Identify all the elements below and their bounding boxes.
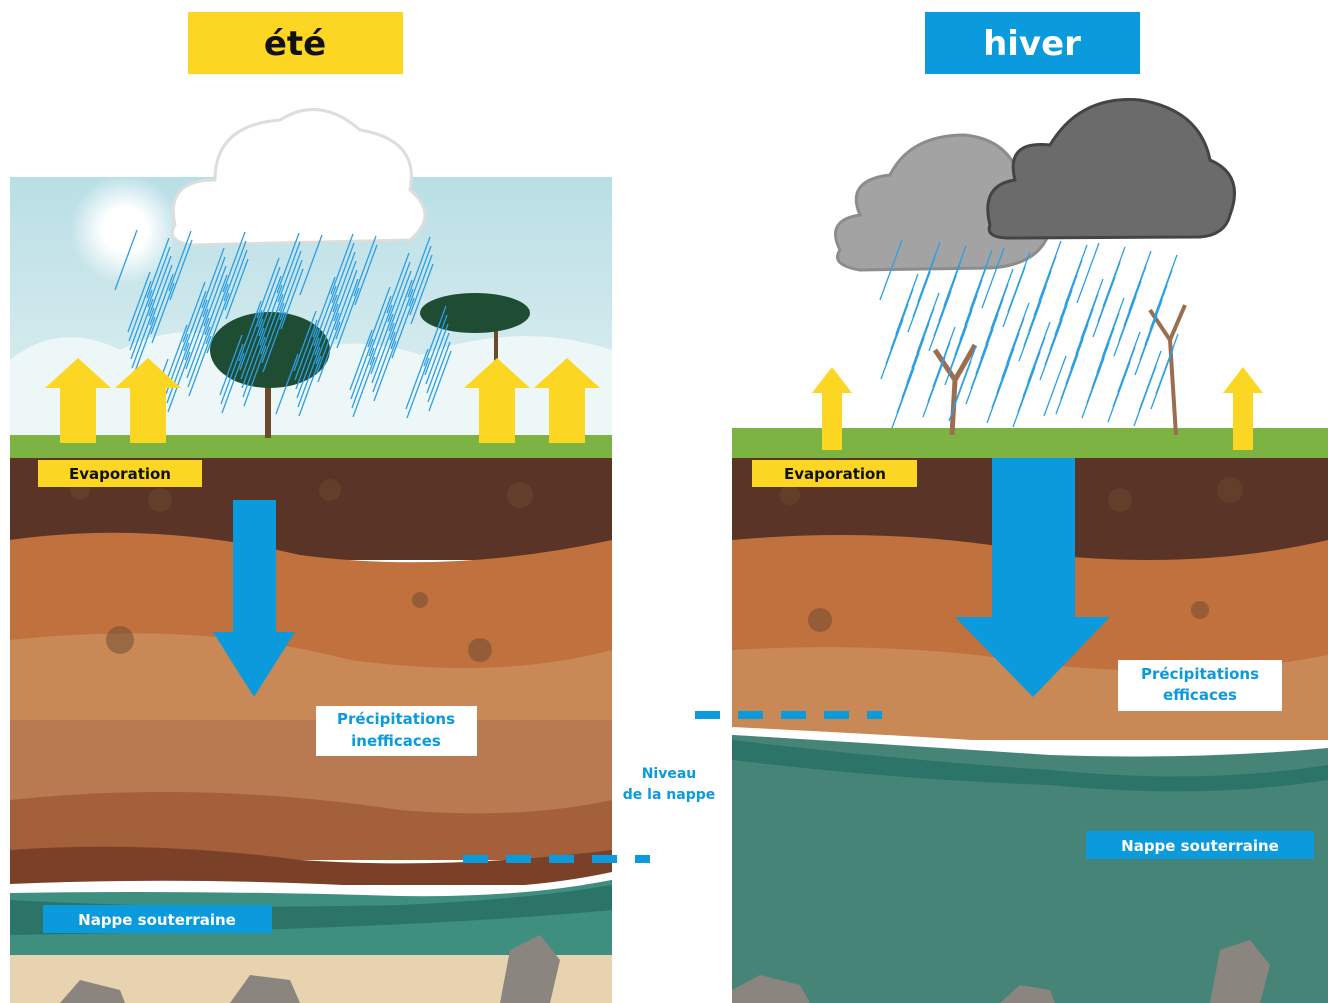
rain-drop <box>892 368 914 428</box>
precipitation-label: Précipitations <box>337 710 455 728</box>
rain-drop <box>987 363 1009 423</box>
aquifer-label: Nappe souterraine <box>78 911 236 929</box>
evaporation-label: Evaporation <box>69 465 171 483</box>
diagram: été hiver Evaporation Evaporation Précip… <box>0 0 1328 1003</box>
rain-drop <box>908 272 930 332</box>
rain-drop <box>1135 315 1157 375</box>
rain-drop <box>1013 367 1035 427</box>
rain-drop <box>1019 301 1041 361</box>
precipitation-label: inefficaces <box>351 732 441 750</box>
rain-drop <box>1077 243 1099 303</box>
rain-drop <box>1044 356 1066 416</box>
season-title: hiver <box>983 24 1081 64</box>
rain-drop <box>1134 366 1156 426</box>
rain-drop <box>1151 349 1173 409</box>
water-level-label: Niveau <box>642 766 697 782</box>
rain-drop <box>881 319 903 379</box>
precipitation-label: Précipitations <box>1141 665 1259 683</box>
rain-drop <box>1082 358 1104 418</box>
summer-panel <box>10 110 612 1003</box>
rain-drop <box>1056 354 1078 414</box>
winter-panel <box>732 100 1328 1003</box>
water-level-label: de la nappe <box>623 787 715 803</box>
aquifer-label: Nappe souterraine <box>1121 837 1279 855</box>
rain-drop <box>1108 362 1130 422</box>
precipitation-label: efficaces <box>1163 686 1237 704</box>
rain-drop <box>923 357 945 417</box>
evaporation-label: Evaporation <box>784 465 886 483</box>
rain-drop <box>1093 277 1115 337</box>
rain-drop <box>929 291 951 351</box>
rain-drop <box>1114 296 1136 356</box>
rain-drop <box>1040 320 1062 380</box>
season-title: été <box>264 24 326 64</box>
rain-drop <box>1003 267 1025 327</box>
